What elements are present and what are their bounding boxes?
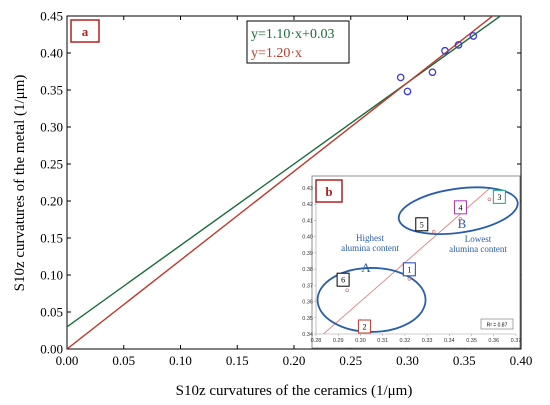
data-point <box>454 41 463 49</box>
y-tick-label: 0.00 <box>40 342 63 357</box>
fit-line-green <box>67 16 502 328</box>
lowest-alumina-line2: alumina content <box>449 244 507 254</box>
y-tick-label: 0.35 <box>40 83 63 98</box>
group-b-ellipse <box>397 186 519 235</box>
inset-x-tick-label: 0.29 <box>333 338 344 344</box>
inset-data-point <box>487 197 492 202</box>
y-axis-label: S10z curvatures of the metal (1/μm) <box>12 75 28 292</box>
inset-point-label-box <box>336 272 350 287</box>
y-tick-label: 0.20 <box>40 194 63 209</box>
inset-y-tick-label: 0.36 <box>302 300 313 306</box>
fit-line-red <box>67 16 494 349</box>
inset-points: 1 2 3 4 5 6 <box>336 189 506 334</box>
inset-point-label-text: 3 <box>497 193 501 202</box>
inset-x-tick-label: 0.34 <box>444 338 455 344</box>
inset-y-tick-label: 0.39 <box>302 251 313 257</box>
inset-point-label: 2 <box>357 319 371 334</box>
data-point <box>403 87 412 96</box>
panel-b-tag: b <box>315 179 343 203</box>
x-tick-label: 0.30 <box>396 353 419 368</box>
svg-text:b: b <box>325 184 332 199</box>
inset-point-label: 5 <box>415 217 429 232</box>
x-axis-label: S10z curvatures of the ceramics (1/μm) <box>176 383 413 399</box>
highest-alumina-line2: alumina content <box>341 243 399 253</box>
group-b-label: B <box>458 216 467 231</box>
inset-point-label-box <box>492 189 506 204</box>
inset-group-ellipses <box>316 186 519 333</box>
group-a-label: A <box>361 260 371 275</box>
x-tick-label: 0.10 <box>169 353 192 368</box>
x-tick-label: 0.35 <box>453 353 476 368</box>
inset-point-label: 4 <box>453 200 467 215</box>
panel-a-tag: a <box>70 19 100 43</box>
x-tick-label: 0.00 <box>56 353 79 368</box>
inset-y-tick-label: 0.42 <box>302 202 313 208</box>
inset-data-point <box>345 288 349 292</box>
inset-x-tick-label: 0.33 <box>422 338 433 344</box>
data-point <box>396 73 405 82</box>
inset-x-tick-label: 0.37 <box>511 338 522 344</box>
x-tick-label: 0.25 <box>339 353 362 368</box>
y-tick-label: 0.45 <box>40 9 63 24</box>
inset-y-tick-label: 0.43 <box>302 186 313 192</box>
inset-data-point <box>407 277 412 281</box>
fit-label-green: y=1.10·x+0.03 <box>251 27 334 42</box>
x-tick-label: 0.20 <box>283 353 306 368</box>
inset-y-tick-label: 0.38 <box>302 267 313 273</box>
inset-x-tick-label: 0.36 <box>488 338 499 344</box>
inset-point-label-box <box>402 262 416 277</box>
inset-y-tick-label: 0.35 <box>302 316 313 322</box>
highest-alumina-line1: Highest <box>356 233 384 243</box>
data-point <box>428 68 437 77</box>
inset-point-label-text: 4 <box>458 203 462 212</box>
inset-y-tick-label: 0.41 <box>302 218 313 224</box>
x-tick-label: 0.40 <box>510 353 533 368</box>
fit-label-red: y=1.20·x <box>251 46 302 61</box>
fit-lines <box>67 16 502 349</box>
inset-point-label-box <box>357 319 371 334</box>
x-tick-label: 0.15 <box>226 353 249 368</box>
inset-data-point <box>432 230 436 234</box>
y-tick-label: 0.40 <box>40 46 63 61</box>
data-point <box>441 46 449 55</box>
inset-point-label-text: 2 <box>362 323 366 332</box>
inset-x-tick-label: 0.30 <box>355 338 366 344</box>
inset-x-tick-label: 0.31 <box>377 338 388 344</box>
inset-axes: 0.28 0.29 0.30 0.31 0.32 0.33 0.34 0.35 0.36 0.37… <box>302 186 521 344</box>
main-points <box>396 32 478 96</box>
inset-point-label-text: 5 <box>420 220 424 229</box>
inset-fit-line <box>322 188 491 334</box>
y-tick-label: 0.10 <box>40 268 63 283</box>
inset-x-tick-label: 0.28 <box>311 338 322 344</box>
x-tick-label: 0.05 <box>112 353 135 368</box>
y-tick-label: 0.25 <box>40 157 63 172</box>
r-squared-box: R² = 0.87 <box>480 318 514 330</box>
inset-point-label: 6 <box>336 272 350 287</box>
inset-point-label: 1 <box>402 262 416 277</box>
svg-text:a: a <box>82 24 89 39</box>
inset-point-label-text: 1 <box>407 265 411 274</box>
inset-x-tick-label: 0.32 <box>400 338 411 344</box>
inset-y-tick-label: 0.34 <box>302 332 313 338</box>
y-axis-ticks: 0.00 0.05 0.10 0.15 0.20 0.25 0.30 0.35 0.40 0.45 <box>40 9 521 357</box>
svg-text:R² = 0.87: R² = 0.87 <box>487 323 508 329</box>
inset-fit-line-path <box>322 188 491 334</box>
equation-legend: y=1.10·x+0.03 y=1.20·x <box>246 20 350 64</box>
y-tick-label: 0.30 <box>40 120 63 135</box>
inset-point-label: 3 <box>492 189 506 204</box>
inset-point-label-box <box>453 200 467 215</box>
inset-y-tick-label: 0.37 <box>302 283 313 289</box>
y-tick-label: 0.15 <box>40 231 63 246</box>
inset-point-label-box <box>415 217 429 232</box>
inset-panel-b: 0.28 0.29 0.30 0.31 0.32 0.33 0.34 0.35 0.36 0.37… <box>302 175 521 349</box>
data-point <box>469 32 478 40</box>
group-a-ellipse <box>316 267 427 333</box>
lowest-alumina-line1: Lowest <box>465 234 492 244</box>
inset-data-point <box>458 217 463 221</box>
inset-point-label-text: 6 <box>341 276 345 285</box>
inset-y-tick-label: 0.40 <box>302 235 313 241</box>
y-tick-label: 0.05 <box>40 305 63 320</box>
inset-x-tick-label: 0.35 <box>466 338 477 344</box>
